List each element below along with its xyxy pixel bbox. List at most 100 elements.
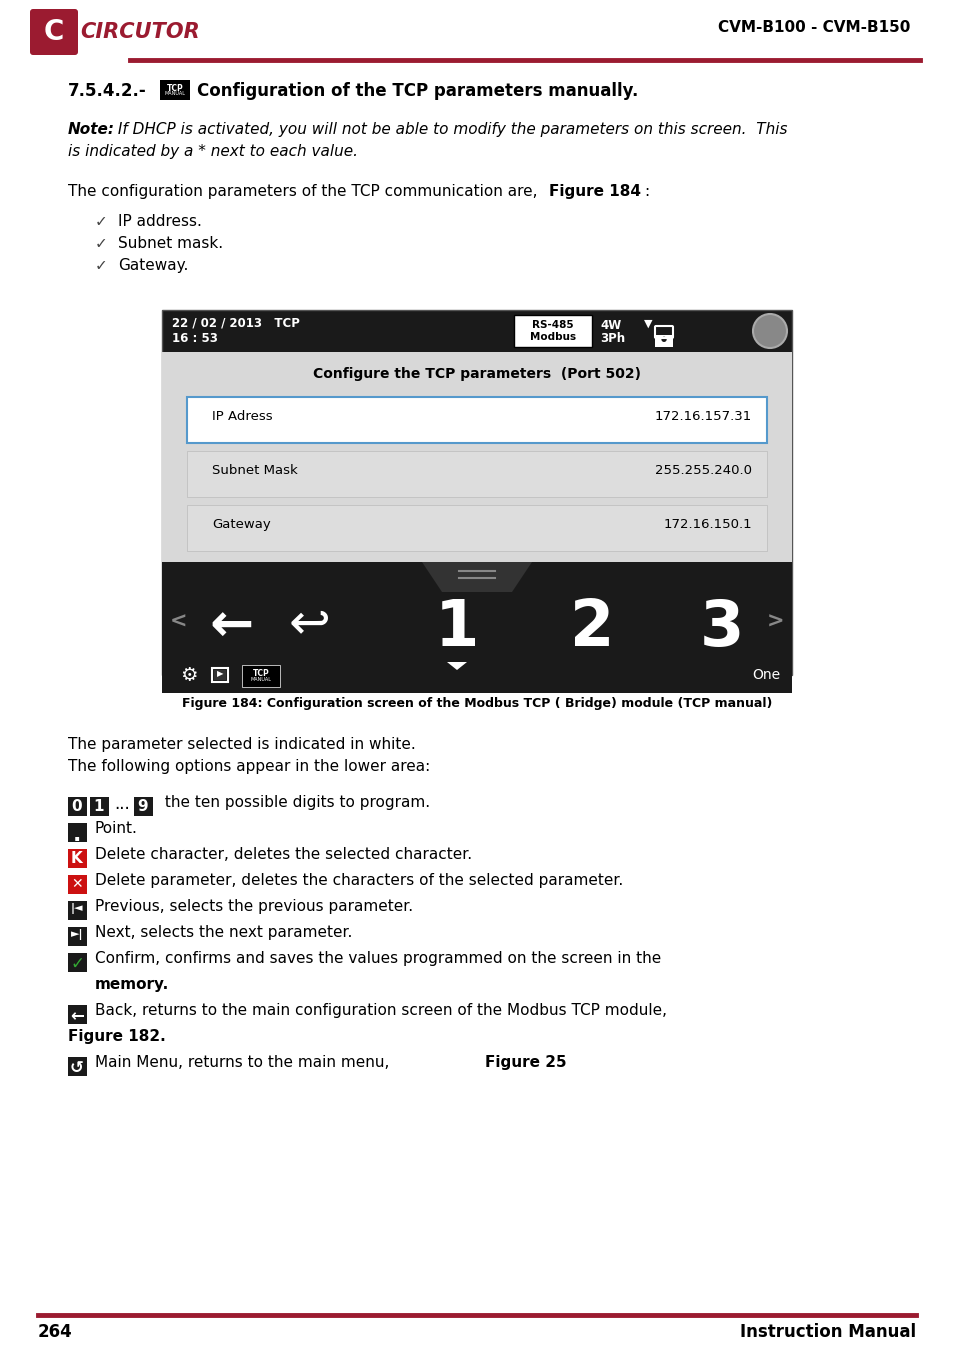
Text: ↺: ↺ xyxy=(70,1058,84,1077)
Text: ⚙: ⚙ xyxy=(180,666,197,684)
Text: 0: 0 xyxy=(71,799,82,814)
Text: Subnet mask.: Subnet mask. xyxy=(118,236,223,251)
Text: ►|: ►| xyxy=(71,929,83,940)
Text: ...: ... xyxy=(113,795,130,813)
Bar xyxy=(68,1004,87,1025)
Bar xyxy=(68,796,87,815)
Text: Delete character, deletes the selected character.: Delete character, deletes the selected c… xyxy=(95,846,472,863)
Bar xyxy=(68,849,87,868)
Text: Subnet Mask: Subnet Mask xyxy=(212,464,297,477)
Text: Figure 184: Configuration screen of the Modbus TCP ( Bridge) module (TCP manual): Figure 184: Configuration screen of the … xyxy=(182,697,771,710)
Text: 172.16.157.31: 172.16.157.31 xyxy=(654,410,751,423)
Bar xyxy=(187,397,766,443)
Text: 16 : 53: 16 : 53 xyxy=(172,332,217,346)
Text: K: K xyxy=(71,850,83,865)
Text: ←: ← xyxy=(210,599,253,652)
Text: ●: ● xyxy=(660,336,666,342)
Text: The following options appear in the lower area:: The following options appear in the lowe… xyxy=(68,759,430,774)
Text: 2: 2 xyxy=(569,597,614,659)
Text: Instruction Manual: Instruction Manual xyxy=(740,1323,915,1341)
Bar xyxy=(162,562,791,593)
Text: 3: 3 xyxy=(699,597,743,659)
Text: ▼: ▼ xyxy=(643,319,652,329)
Text: Main Menu, returns to the main menu,: Main Menu, returns to the main menu, xyxy=(95,1054,394,1071)
Text: >: > xyxy=(765,612,783,632)
Text: .: . xyxy=(72,825,81,845)
Text: Previous, selects the previous parameter.: Previous, selects the previous parameter… xyxy=(95,899,413,914)
Bar xyxy=(242,666,280,687)
Polygon shape xyxy=(421,562,532,593)
Text: Note:: Note: xyxy=(68,122,115,136)
Bar xyxy=(133,796,152,815)
Text: Point.: Point. xyxy=(95,821,138,836)
Text: IP address.: IP address. xyxy=(118,215,202,230)
Text: CVM-B100 - CVM-B150: CVM-B100 - CVM-B150 xyxy=(717,20,909,35)
Text: Back, returns to the main configuration screen of the Modbus TCP module,: Back, returns to the main configuration … xyxy=(95,1003,666,1018)
Bar xyxy=(68,900,87,919)
Text: ✓: ✓ xyxy=(95,215,108,230)
Text: Gateway: Gateway xyxy=(212,518,271,531)
Text: 264: 264 xyxy=(38,1323,72,1341)
FancyBboxPatch shape xyxy=(30,9,78,55)
Text: ✓: ✓ xyxy=(70,954,84,973)
Text: ↩: ↩ xyxy=(289,599,331,648)
Bar xyxy=(655,335,672,347)
Bar xyxy=(68,1057,87,1076)
Text: :: : xyxy=(643,184,648,198)
Bar xyxy=(68,927,87,946)
Text: TCP: TCP xyxy=(253,670,269,678)
Bar xyxy=(68,953,87,972)
Bar xyxy=(162,352,791,562)
Text: Modbus: Modbus xyxy=(529,332,576,342)
Text: ✓: ✓ xyxy=(95,236,108,251)
Text: Figure 184: Figure 184 xyxy=(548,184,640,198)
Text: The parameter selected is indicated in white.: The parameter selected is indicated in w… xyxy=(68,737,416,752)
Text: TCP: TCP xyxy=(167,84,183,93)
Text: Gateway.: Gateway. xyxy=(118,258,188,273)
Text: 7.5.4.2.-: 7.5.4.2.- xyxy=(68,82,147,100)
Text: IP Adress: IP Adress xyxy=(212,410,273,423)
Polygon shape xyxy=(447,662,467,670)
Bar xyxy=(514,315,592,347)
Text: CIRCUTOR: CIRCUTOR xyxy=(80,22,199,42)
Text: 3Ph: 3Ph xyxy=(599,332,624,346)
Bar xyxy=(68,875,87,894)
Bar xyxy=(162,593,791,660)
Text: RS-485: RS-485 xyxy=(532,320,573,329)
Text: If DHCP is activated, you will not be able to modify the parameters on this scre: If DHCP is activated, you will not be ab… xyxy=(112,122,786,136)
Text: is indicated by a * next to each value.: is indicated by a * next to each value. xyxy=(68,144,357,159)
Text: 1: 1 xyxy=(93,799,104,814)
Text: The configuration parameters of the TCP communication are,: The configuration parameters of the TCP … xyxy=(68,184,542,198)
Text: .: . xyxy=(546,1054,551,1071)
Text: 255.255.240.0: 255.255.240.0 xyxy=(655,464,751,477)
Bar xyxy=(90,796,109,815)
Text: Confirm, confirms and saves the values programmed on the screen in the: Confirm, confirms and saves the values p… xyxy=(95,950,660,967)
Text: Figure 25: Figure 25 xyxy=(484,1054,566,1071)
Circle shape xyxy=(752,315,786,348)
Text: Configuration of the TCP parameters manually.: Configuration of the TCP parameters manu… xyxy=(196,82,638,100)
Text: 172.16.150.1: 172.16.150.1 xyxy=(662,518,751,531)
Text: <: < xyxy=(170,612,188,632)
Text: MANUAL: MANUAL xyxy=(251,676,272,682)
Text: Next, selects the next parameter.: Next, selects the next parameter. xyxy=(95,925,352,940)
Bar xyxy=(212,668,228,682)
Bar xyxy=(187,505,766,551)
Bar xyxy=(162,310,791,675)
Bar xyxy=(160,80,190,100)
Text: C: C xyxy=(44,18,64,46)
Text: 1: 1 xyxy=(435,597,478,659)
Bar xyxy=(213,670,226,680)
Text: MANUAL: MANUAL xyxy=(164,90,185,96)
Text: ←: ← xyxy=(70,1007,84,1025)
Text: the ten possible digits to program.: the ten possible digits to program. xyxy=(160,795,430,810)
Text: |◄: |◄ xyxy=(71,903,83,914)
Bar xyxy=(68,824,87,842)
Text: ✕: ✕ xyxy=(71,878,83,891)
Text: 22 / 02 / 2013   TCP: 22 / 02 / 2013 TCP xyxy=(172,316,299,329)
Text: ✓: ✓ xyxy=(761,323,777,342)
Bar xyxy=(162,660,791,693)
Text: Configure the TCP parameters  (Port 502): Configure the TCP parameters (Port 502) xyxy=(313,367,640,381)
Text: 4W: 4W xyxy=(599,319,620,332)
Text: One: One xyxy=(751,668,780,682)
Text: 9: 9 xyxy=(137,799,148,814)
